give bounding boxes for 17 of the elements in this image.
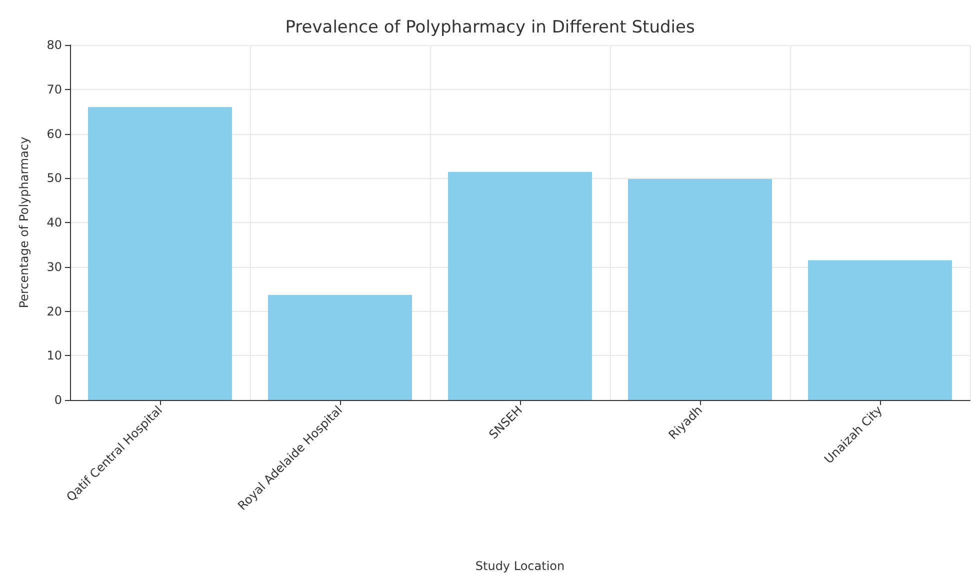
y-tick-label: 80 [46, 38, 62, 52]
y-tick-label: 70 [46, 82, 62, 96]
y-tick-label: 40 [46, 216, 62, 230]
y-tick-label: 50 [46, 171, 62, 186]
bar [808, 260, 952, 400]
x-axis-title: Study Location [475, 559, 565, 573]
y-tick-label: 60 [46, 126, 62, 141]
y-tick-label: 30 [46, 260, 62, 274]
y-axis-title: Percentage of Polypharmacy [17, 136, 31, 308]
chart-title: Prevalence of Polypharmacy in Different Studies [285, 18, 695, 38]
bar [88, 107, 232, 400]
y-tick-label: 0 [54, 393, 62, 407]
bar [448, 172, 592, 400]
bar [628, 179, 772, 400]
bar [268, 294, 412, 400]
y-tick-label: 10 [46, 348, 62, 363]
y-tick-label: 20 [46, 304, 62, 318]
